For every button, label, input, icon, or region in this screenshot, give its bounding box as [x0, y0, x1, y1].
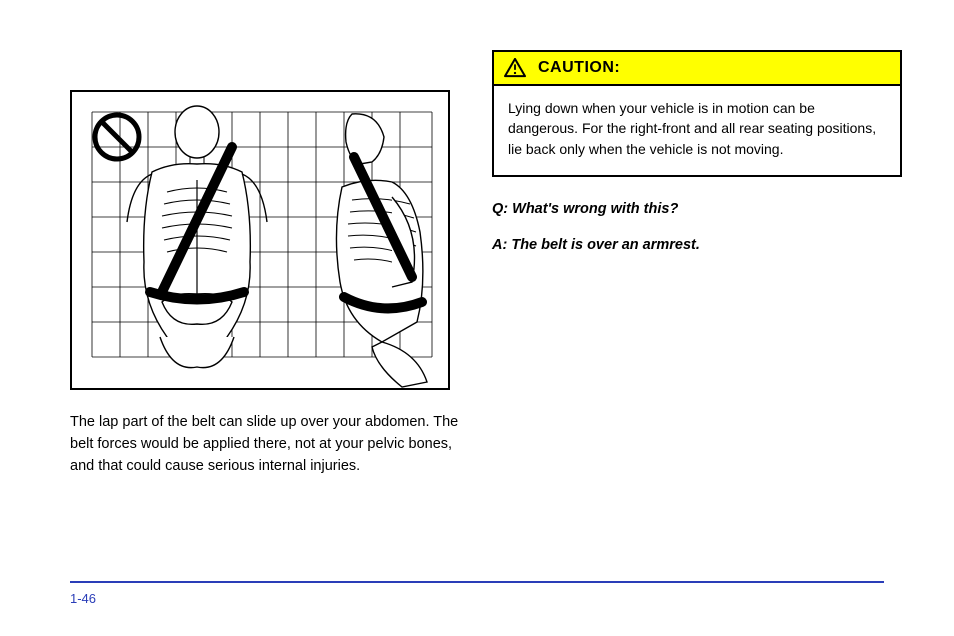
- left-column: The lap part of the belt can slide up ov…: [70, 40, 462, 491]
- q-label: Q:: [492, 201, 508, 217]
- prohibit-icon: [95, 115, 139, 159]
- seatbelt-figure: [70, 90, 450, 390]
- question-line: Q: What's wrong with this?: [492, 199, 884, 221]
- a-label: A:: [492, 237, 507, 253]
- caution-body: Lying down when your vehicle is in motio…: [494, 86, 900, 175]
- qa-block: Q: What's wrong with this? A: The belt i…: [492, 199, 884, 257]
- a-text: The belt is over an armrest.: [511, 237, 700, 253]
- left-body-text: The lap part of the belt can slide up ov…: [70, 412, 462, 477]
- page-footer: 1-46: [70, 581, 884, 606]
- caution-label: CAUTION:: [538, 59, 620, 77]
- answer-line: A: The belt is over an armrest.: [492, 235, 884, 257]
- warning-triangle-icon: [504, 58, 526, 78]
- page-number: 1-46: [70, 591, 884, 606]
- page-content: The lap part of the belt can slide up ov…: [0, 0, 954, 521]
- caution-box: CAUTION: Lying down when your vehicle is…: [492, 50, 902, 177]
- caution-header: CAUTION:: [494, 52, 900, 86]
- footer-rule: [70, 581, 884, 583]
- skeleton-diagram-svg: [72, 92, 452, 392]
- q-text: What's wrong with this?: [512, 201, 678, 217]
- right-column: CAUTION: Lying down when your vehicle is…: [492, 40, 884, 491]
- paragraph: The lap part of the belt can slide up ov…: [70, 412, 462, 477]
